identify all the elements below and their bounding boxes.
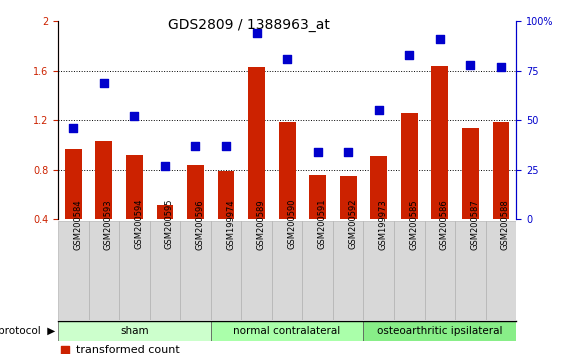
Point [343,149,353,155]
Bar [371,156,387,219]
Text: GSM200593: GSM200593 [104,199,113,250]
Text: GSM200589: GSM200589 [256,199,266,250]
Point [466,62,475,68]
Bar [157,205,173,219]
Bar [180,221,211,320]
Text: normal contralateral: normal contralateral [234,326,340,336]
Bar [150,221,180,320]
Text: GSM200585: GSM200585 [409,199,418,250]
Text: transformed count: transformed count [77,345,180,354]
Text: osteoarthritic ipsilateral: osteoarthritic ipsilateral [377,326,503,336]
Text: GSM200595: GSM200595 [165,199,174,250]
Point [313,149,322,155]
Bar [272,221,302,320]
Bar [248,67,265,219]
Text: GSM200592: GSM200592 [348,199,357,250]
Bar [492,122,509,219]
Text: GSM200594: GSM200594 [135,199,143,250]
Bar [401,113,418,219]
Point [374,108,383,113]
Text: sham: sham [120,326,148,336]
Bar [364,321,516,341]
Bar [462,128,478,219]
Bar [89,221,119,320]
Text: protocol  ▶: protocol ▶ [0,326,55,336]
Point [160,163,169,169]
Bar [211,321,364,341]
Text: GSM200596: GSM200596 [195,199,205,250]
Point [496,64,506,70]
Point [405,52,414,58]
Bar [58,321,211,341]
Bar [211,221,241,320]
Bar [218,171,234,219]
Text: GSM200584: GSM200584 [73,199,82,250]
Point [222,143,231,149]
Bar [425,221,455,320]
Bar [455,221,485,320]
Point [345,138,354,144]
Text: GSM199973: GSM199973 [379,199,388,250]
Point [68,125,78,131]
Bar [340,176,357,219]
Text: GSM199974: GSM199974 [226,199,235,250]
Point [130,114,139,119]
Bar [309,175,326,219]
Point [191,143,200,149]
Point [252,30,261,36]
Bar [279,122,295,219]
Bar [58,221,89,320]
Bar [119,221,150,320]
Bar [394,221,425,320]
Point [282,56,292,62]
Text: GSM200591: GSM200591 [318,199,327,250]
Text: GSM200588: GSM200588 [501,199,510,250]
Bar [432,66,448,219]
Bar [364,221,394,320]
Bar [126,155,143,219]
Point [345,283,354,289]
Bar [65,149,82,219]
Bar [96,141,112,219]
Bar [302,221,333,320]
Text: GSM200590: GSM200590 [287,199,296,250]
Text: GSM200586: GSM200586 [440,199,449,250]
Point [435,36,444,42]
Bar [485,221,516,320]
Bar [241,221,272,320]
Text: GDS2809 / 1388963_at: GDS2809 / 1388963_at [168,18,331,32]
Text: GSM200587: GSM200587 [470,199,480,250]
Point [99,80,108,86]
Bar [333,221,364,320]
Bar [187,165,204,219]
